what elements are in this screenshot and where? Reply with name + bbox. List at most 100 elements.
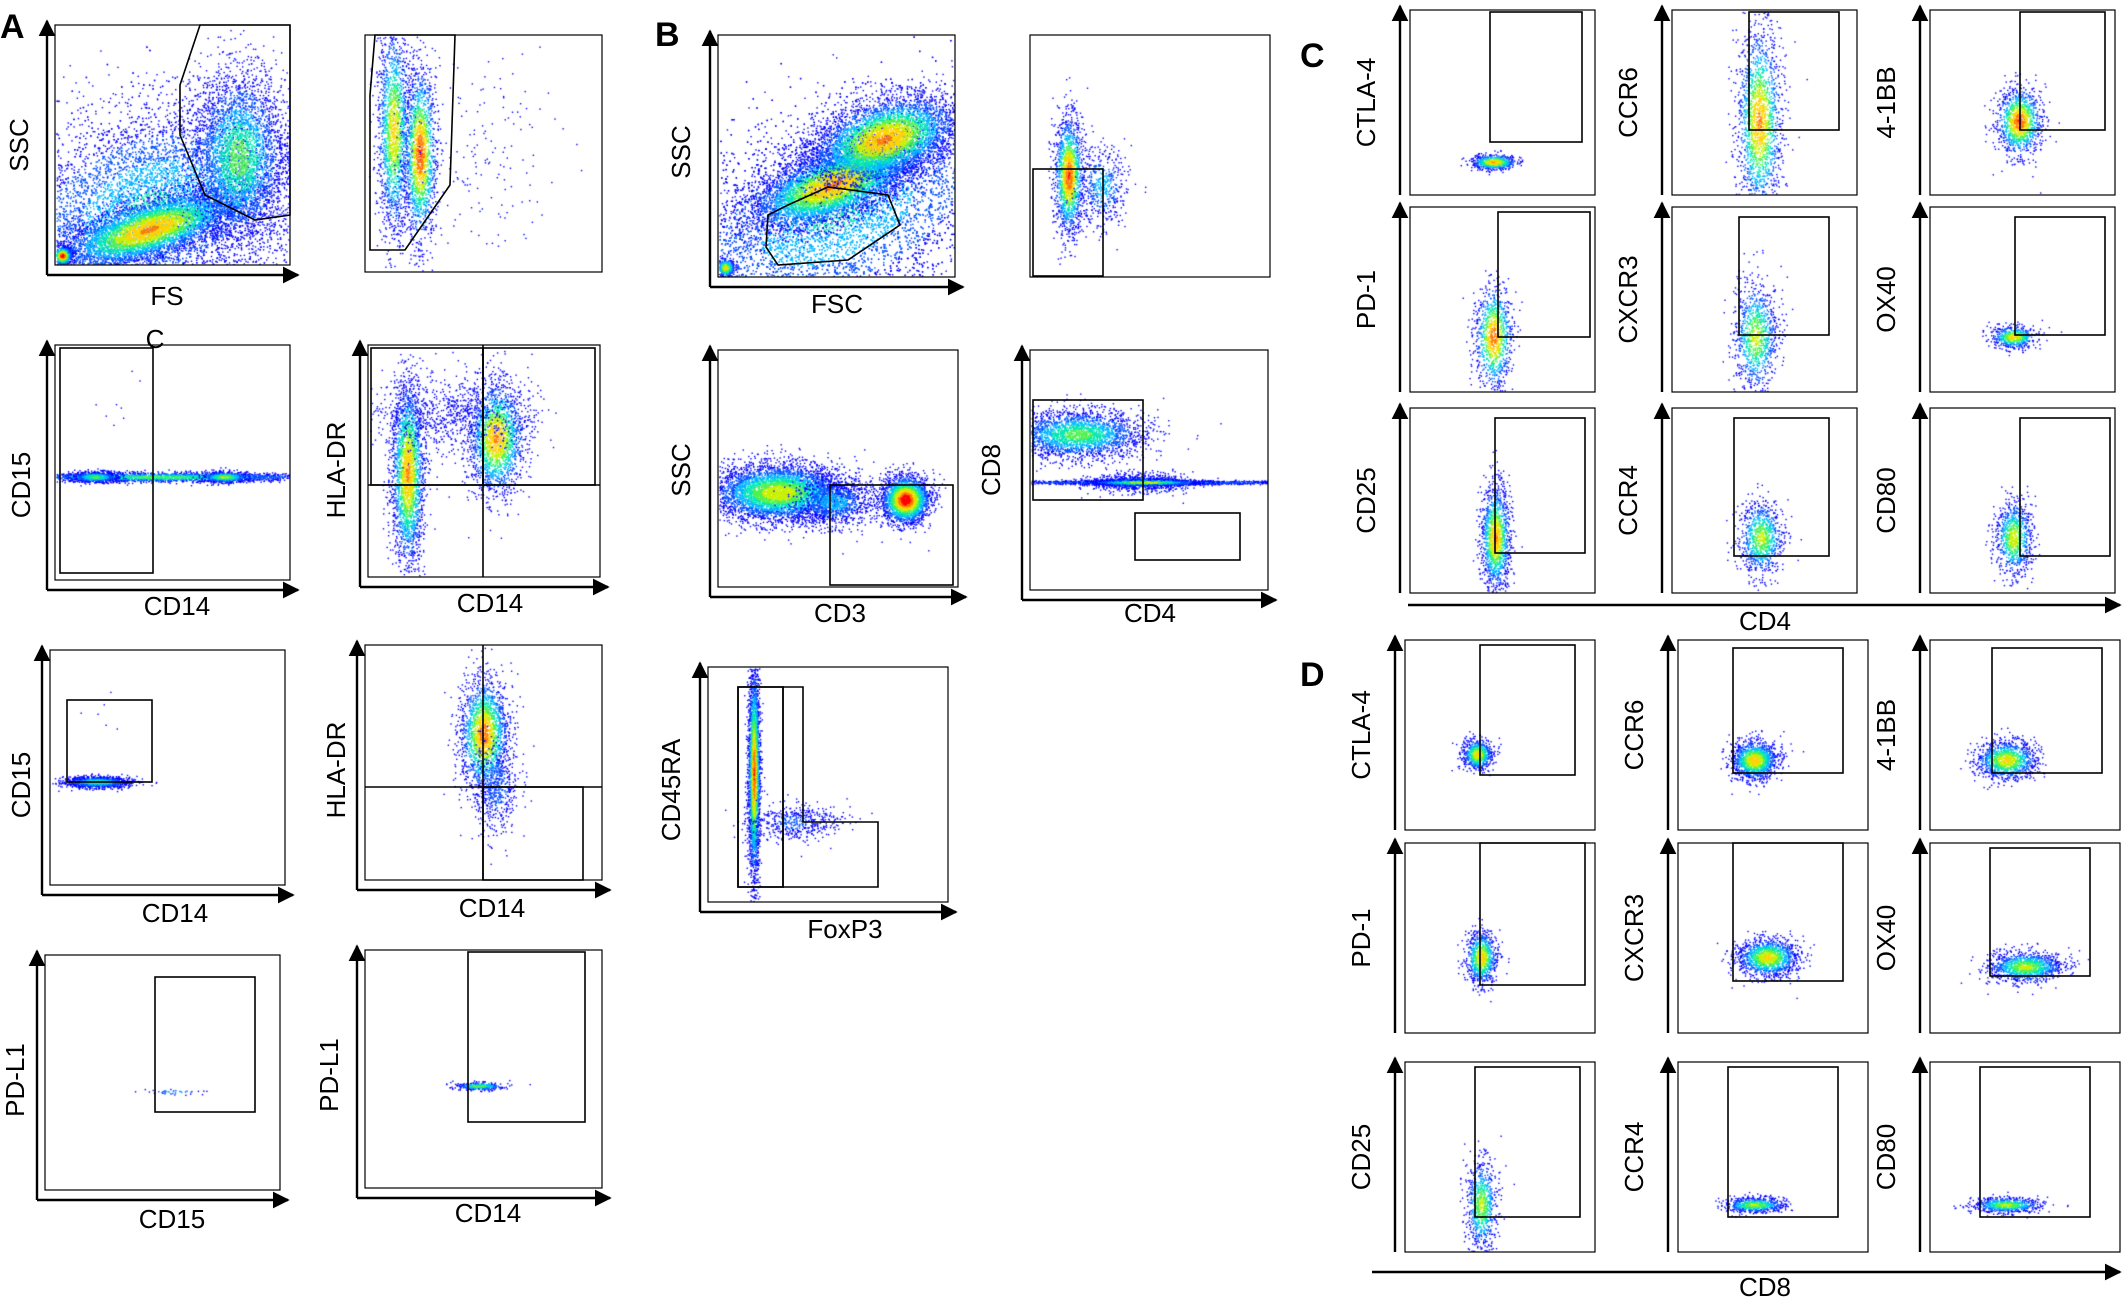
plot-c-cd25-events xyxy=(1410,408,1595,593)
plot-a-cd14-hladr-1-x-label: CD14 xyxy=(457,588,523,618)
plot-d-cd25-frame xyxy=(1404,1061,1596,1253)
plot-a-fs-ssc-x-label: FS xyxy=(150,281,183,311)
plot-d-ox40-gate xyxy=(1989,847,2091,977)
plot-d-ox40-frame xyxy=(1929,842,2121,1034)
plot-d-ctla-4-y-label: CTLA-4 xyxy=(1346,690,1376,780)
plot-c-ctla-4-y-label: CTLA-4 xyxy=(1351,58,1381,148)
plot-c-ccr4-gate xyxy=(1733,417,1830,557)
panel-letter-c: C xyxy=(1300,37,1325,75)
plot-b-foxp3-cd45ra-y-label: CD45RA xyxy=(656,738,686,841)
plot-d-cxcr3-y-label: CXCR3 xyxy=(1619,894,1649,982)
plot-a-cd14-hladr-2-gate-lr xyxy=(482,786,584,881)
plot-b-cd4-cd8-gate-cd4 xyxy=(1134,512,1241,561)
plot-b-gated-scatter-events xyxy=(1030,35,1270,277)
plot-c-ccr6-y-label: CCR6 xyxy=(1613,67,1643,138)
plot-a-cd14-hladr-1-events xyxy=(368,345,600,577)
panel-d-shared-x-label: CD8 xyxy=(1739,1272,1791,1301)
plot-c-cd80-events xyxy=(1930,408,2115,593)
plot-b-cd4-cd8-frame xyxy=(1029,349,1269,591)
plot-a-cd14-cd15-1-annotation: C xyxy=(146,324,165,354)
plot-a-cd14-pdl1-x-label: CD14 xyxy=(455,1198,521,1228)
plot-d-ctla-4-gate xyxy=(1479,644,1576,776)
plot-b-foxp3-cd45ra-frame xyxy=(707,666,949,903)
plot-b-cd4-cd8-x-label: CD4 xyxy=(1124,598,1176,628)
plot-b-fsc-ssc-frame xyxy=(717,34,956,278)
plot-c-ccr4-events xyxy=(1672,408,1857,593)
plot-a-cd14-cd15-1-frame xyxy=(54,344,291,581)
plot-c-cd80-frame xyxy=(1929,407,2116,594)
plot-b-foxp3-cd45ra-events xyxy=(708,667,948,902)
plot-c-4-1bb-y-label: 4-1BB xyxy=(1871,66,1901,138)
plot-d-4-1bb-frame xyxy=(1929,639,2121,831)
panel-c-shared-x-label: CD4 xyxy=(1739,606,1791,636)
plot-d-ctla-4-events xyxy=(1405,640,1595,830)
panel-letter-b: B xyxy=(655,16,680,54)
plot-b-foxp3-cd45ra-gate-naive xyxy=(737,686,784,888)
plot-d-pd-1-events xyxy=(1405,843,1595,1033)
plot-d-ccr6-events xyxy=(1678,640,1868,830)
plot-a-fs-ssc-y-label: SSC xyxy=(4,118,34,171)
plot-d-ccr4-y-label: CCR4 xyxy=(1619,1122,1649,1193)
plot-a-cd14-pdl1-gate xyxy=(467,951,586,1123)
plot-c-4-1bb-events xyxy=(1930,10,2115,195)
plot-c-ctla-4-frame xyxy=(1409,9,1596,196)
plot-c-cxcr3-events xyxy=(1672,207,1857,392)
plot-c-ccr6-gate xyxy=(1748,11,1840,131)
plot-b-cd3-ssc-y-label: SSC xyxy=(666,443,696,496)
plot-a-gated-scatter-frame xyxy=(364,34,603,273)
plot-c-cd25-y-label: CD25 xyxy=(1351,467,1381,533)
plot-b-cd3-ssc-frame xyxy=(717,349,959,588)
plot-d-cxcr3-events xyxy=(1678,843,1868,1033)
plot-a-cd14-hladr-1-frame xyxy=(367,344,601,578)
plot-a-fs-ssc-gate xyxy=(179,24,291,221)
plot-d-ccr4-events xyxy=(1678,1062,1868,1252)
plot-c-cd25-frame xyxy=(1409,407,1596,594)
plot-b-cd3-ssc-gate xyxy=(829,484,954,586)
plot-a-cd15-pdl1-frame xyxy=(44,954,281,1191)
plot-d-ox40-events xyxy=(1930,843,2120,1033)
plot-c-cd25-gate xyxy=(1494,417,1586,554)
plot-c-pd-1-y-label: PD-1 xyxy=(1351,270,1381,329)
plot-b-gated-scatter-frame xyxy=(1029,34,1271,278)
plot-b-cd3-ssc-x-label: CD3 xyxy=(814,598,866,628)
plot-d-4-1bb-events xyxy=(1930,640,2120,830)
plot-d-ox40-y-label: OX40 xyxy=(1871,905,1901,972)
plot-a-cd14-hladr-1-y-label: HLA-DR xyxy=(321,422,351,519)
plot-b-gated-scatter-gate xyxy=(1032,168,1104,277)
plot-d-4-1bb-gate xyxy=(1991,647,2103,774)
plot-d-cd80-events xyxy=(1930,1062,2120,1252)
plot-d-ccr4-gate xyxy=(1727,1066,1839,1218)
plot-d-cd80-y-label: CD80 xyxy=(1871,1124,1901,1190)
plot-d-ccr6-y-label: CCR6 xyxy=(1619,700,1649,771)
plot-a-cd14-cd15-1-x-label: CD14 xyxy=(144,591,210,621)
plot-c-4-1bb-frame xyxy=(1929,9,2116,196)
plot-d-cd25-gate xyxy=(1474,1066,1581,1218)
plot-d-pd-1-y-label: PD-1 xyxy=(1346,908,1376,967)
plot-d-cd80-gate xyxy=(1979,1066,2091,1218)
plot-c-ccr4-y-label: CCR4 xyxy=(1613,465,1643,536)
plot-c-cxcr3-frame xyxy=(1671,206,1858,393)
plot-c-pd-1-gate xyxy=(1497,211,1591,338)
plot-c-ox40-frame xyxy=(1929,206,2116,393)
panel-letter-a: A xyxy=(0,8,25,46)
plot-a-cd14-cd15-1-y-label: CD15 xyxy=(6,452,36,518)
plot-d-cd80-frame xyxy=(1929,1061,2121,1253)
plot-b-fsc-ssc-events xyxy=(718,35,955,277)
plot-b-fsc-ssc-x-label: FSC xyxy=(811,289,863,319)
plot-d-pd-1-gate xyxy=(1479,842,1586,986)
panel-letter-d: D xyxy=(1300,656,1325,694)
plot-a-cd14-pdl1-y-label: PD-L1 xyxy=(314,1038,344,1112)
plot-a-cd15-pdl1-x-label: CD15 xyxy=(139,1204,205,1234)
plot-c-ox40-gate xyxy=(2014,216,2106,336)
plot-a-cd14-hladr-2-x-label: CD14 xyxy=(459,893,525,923)
plot-c-cxcr3-y-label: CXCR3 xyxy=(1613,255,1643,343)
plot-b-cd4-cd8-events xyxy=(1030,350,1268,590)
plot-c-cd80-y-label: CD80 xyxy=(1871,467,1901,533)
plot-a-cd15-pdl1-y-label: PD-L1 xyxy=(0,1043,30,1117)
plot-c-ox40-y-label: OX40 xyxy=(1871,266,1901,333)
plot-a-cd14-hladr-1-gate-ur xyxy=(482,347,596,486)
plot-c-pd-1-events xyxy=(1410,207,1595,392)
plot-a-cd14-cd15-2-frame xyxy=(49,649,286,886)
plot-b-fsc-ssc-gate xyxy=(765,186,901,266)
